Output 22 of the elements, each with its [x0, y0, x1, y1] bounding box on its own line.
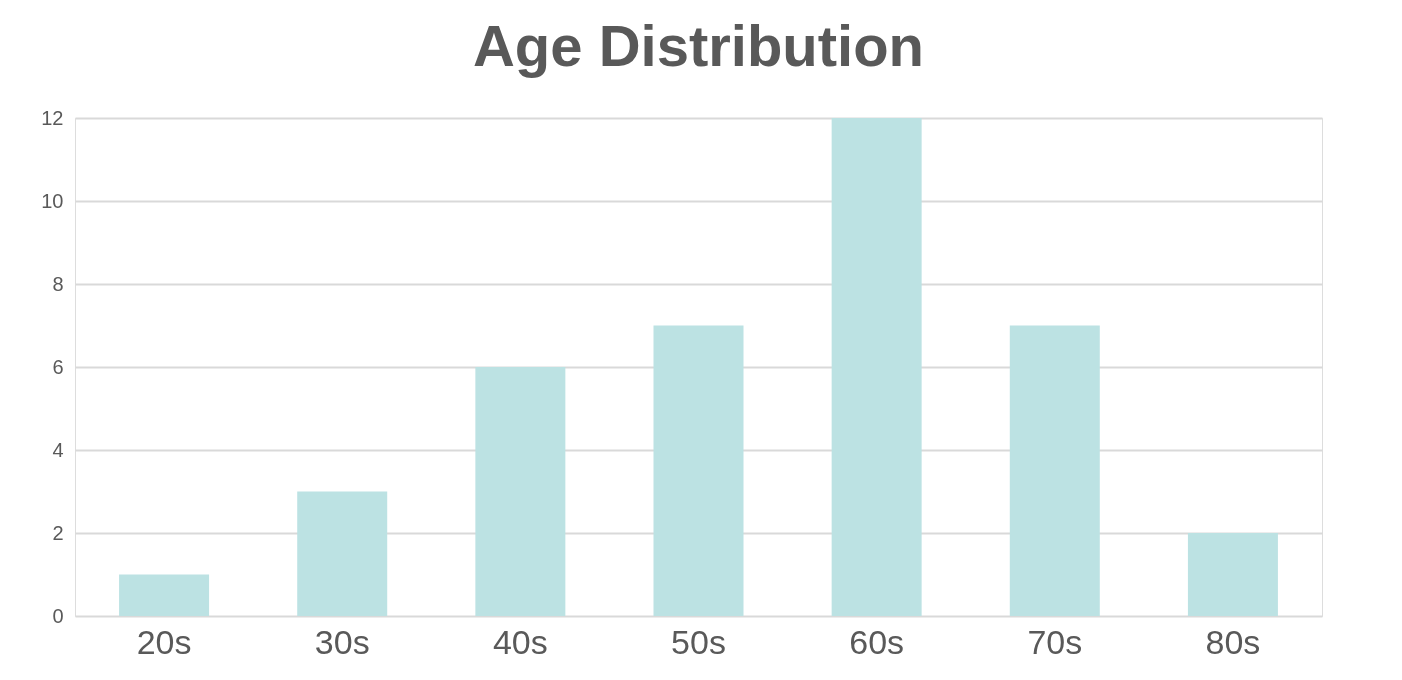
bar [653, 325, 744, 616]
bar [1009, 325, 1100, 616]
y-tick-label: 0 [52, 604, 64, 627]
y-tick-label: 2 [52, 521, 64, 544]
bar [297, 491, 388, 616]
bar [1187, 533, 1278, 616]
x-tick-label: 30s [314, 622, 370, 661]
y-tick-label: 10 [41, 189, 64, 212]
y-tick-label: 12 [41, 106, 64, 129]
bar [119, 574, 210, 616]
chart-title: Age Distribution [472, 13, 925, 78]
bar [475, 367, 566, 616]
y-tick-label: 8 [52, 272, 64, 295]
x-tick-label: 50s [671, 622, 726, 661]
y-tick-label: 6 [52, 355, 64, 378]
x-tick-label: 80s [1205, 622, 1261, 661]
y-tick-label: 4 [52, 438, 64, 461]
x-tick-label: 40s [492, 622, 548, 661]
x-tick-label: 60s [849, 622, 905, 661]
x-tick-label: 20s [136, 622, 192, 661]
x-tick-label: 70s [1027, 622, 1083, 661]
bar [831, 118, 922, 616]
